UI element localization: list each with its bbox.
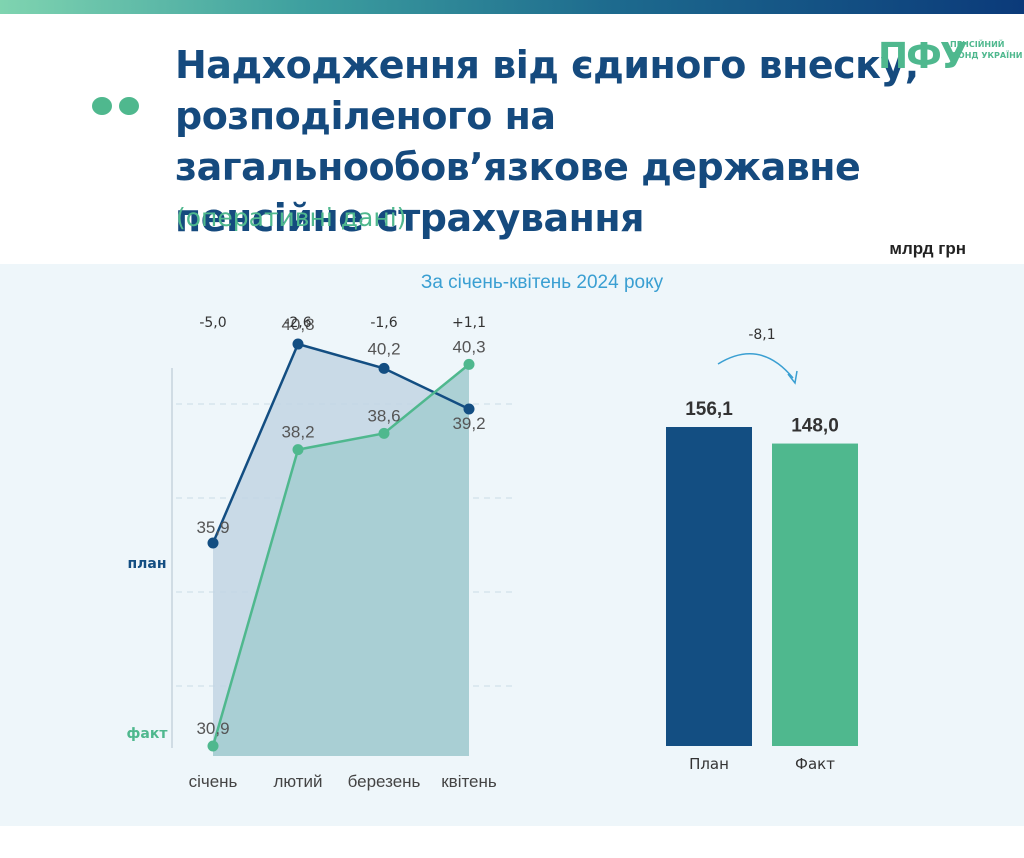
fact-area (213, 364, 469, 756)
difference-label: -2,6 (284, 315, 311, 331)
bar-plan (666, 427, 752, 746)
plan-point (378, 362, 390, 374)
bar-difference-label: -8,1 (748, 327, 775, 343)
arrowhead-icon (787, 370, 798, 385)
bar-category-label: План (689, 755, 729, 773)
bar-value-label: 156,1 (685, 399, 733, 420)
plan-point (292, 338, 304, 350)
dot-icon (92, 97, 112, 115)
x-tick-label: лютий (273, 772, 322, 791)
page-subtitle: (оперативні дані) (176, 203, 407, 232)
x-tick-label: січень (189, 772, 238, 791)
period-title: За січень-квітень 2024 року (420, 272, 664, 293)
fact-point (463, 358, 475, 370)
bar-fact (772, 443, 858, 746)
fact-point (378, 427, 390, 439)
plan-data-label: 40,2 (367, 339, 400, 358)
total-bar-chart: 156,1 План 148,0 Факт -8,1 (666, 327, 858, 773)
x-tick-label: березень (348, 772, 421, 791)
dot-icon (119, 97, 139, 115)
plan-point (207, 537, 219, 549)
legend-plan: план (127, 556, 166, 572)
legend-fact: факт (127, 726, 169, 742)
logo-text: ПЕНСІЙНИЙ ФОНД УКРАЇНИ (950, 40, 1023, 60)
plan-data-label: 35,9 (196, 518, 229, 537)
fact-line (211, 363, 470, 747)
top-gradient-bar (0, 0, 1024, 14)
difference-label: -1,6 (370, 315, 397, 331)
plan-data-label: 40,8 (281, 315, 314, 334)
bar-category-label: Факт (795, 755, 835, 773)
bar-value-label: 148,0 (791, 416, 839, 437)
fact-point (292, 444, 304, 456)
difference-label: -5,0 (199, 315, 226, 331)
plan-line (211, 342, 470, 544)
page-title: Надходження від єдиного внеску, розподіл… (175, 43, 919, 240)
difference-label: +1,1 (452, 315, 486, 331)
plan-point (463, 403, 475, 415)
fact-point (207, 740, 219, 752)
fact-data-label: 30,9 (196, 719, 229, 738)
unit-label: млрд грн (889, 239, 966, 258)
fact-data-label: 40,3 (452, 337, 485, 356)
logo-mark: ПФУ (878, 36, 968, 77)
difference-arrow (717, 353, 794, 379)
fact-data-label: 38,2 (281, 423, 314, 442)
fact-data-label: 38,6 (367, 406, 400, 425)
plan-data-label: 39,2 (452, 414, 485, 433)
x-tick-label: квітень (441, 772, 497, 791)
monthly-line-chart: 35,9 40,8 40,2 39,2 30,9 38,2 38,6 40,3 -5,0 -2,6… (127, 315, 512, 791)
